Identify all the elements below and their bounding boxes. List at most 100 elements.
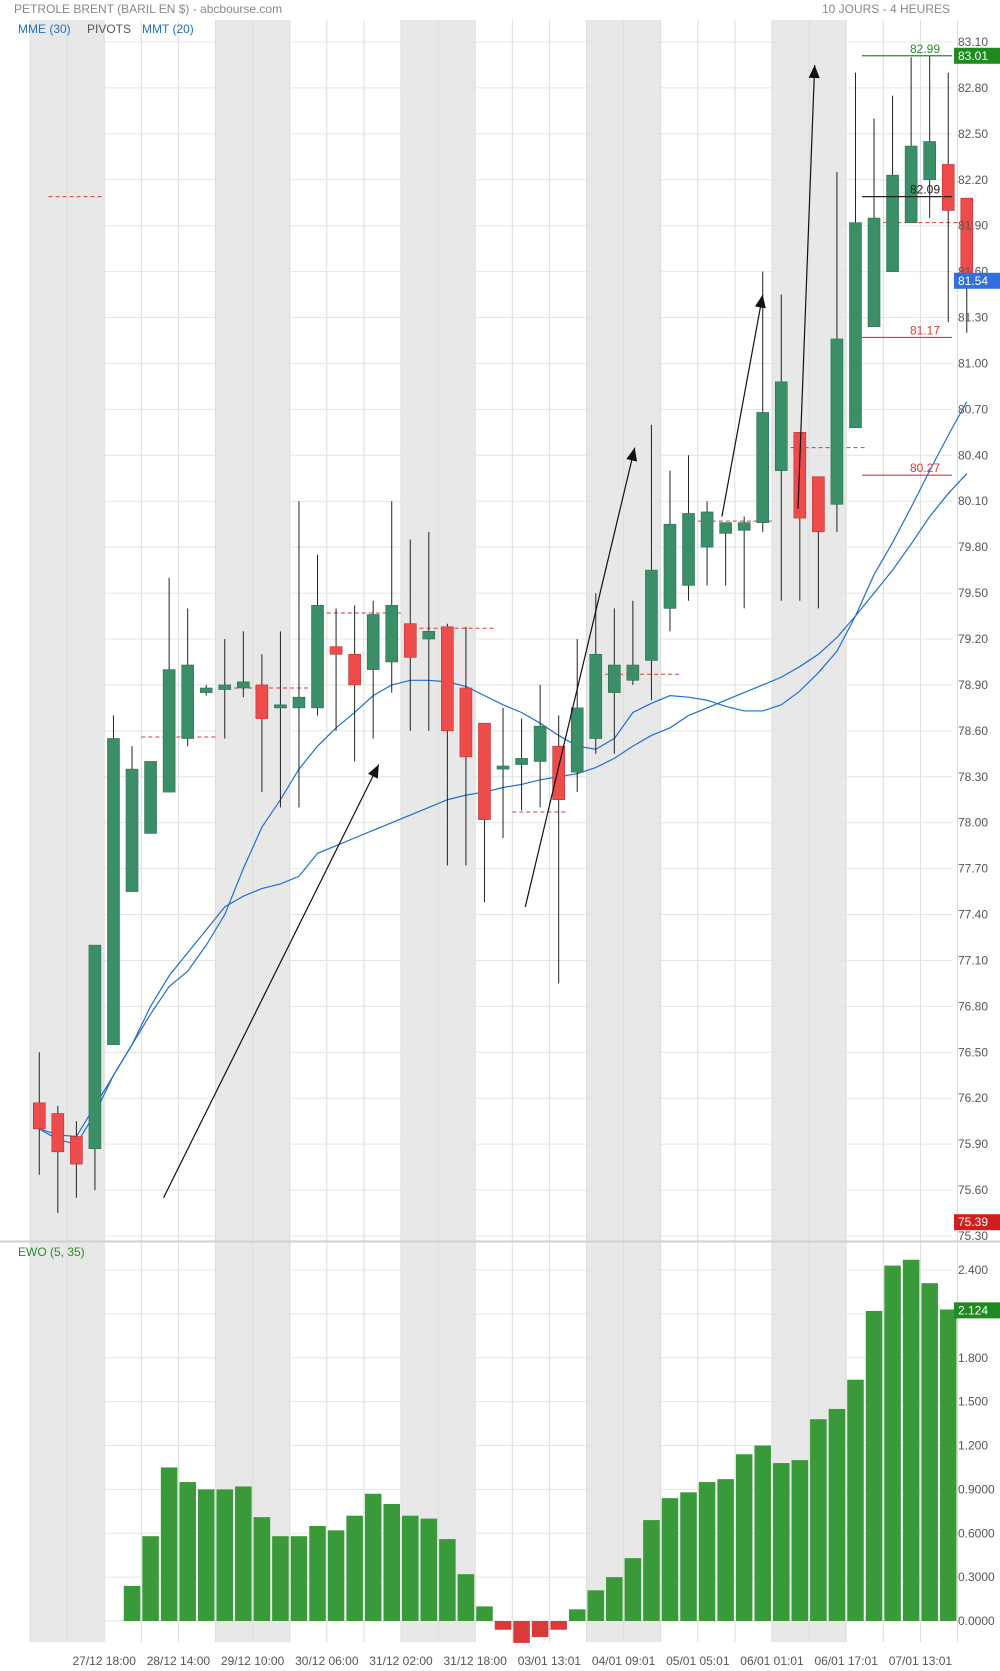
- legend-mme[interactable]: MME (30): [18, 22, 71, 36]
- candle-up: [292, 696, 306, 709]
- ewo-bar-positive: [791, 1460, 809, 1621]
- candle-down: [941, 164, 955, 211]
- candle-down: [348, 654, 361, 686]
- price-axis: 83.1082.8082.5082.2081.9081.6081.3081.00…: [954, 35, 1000, 1628]
- ewo-bar-positive: [698, 1482, 716, 1621]
- ewo-bar-positive: [568, 1609, 586, 1621]
- ewo-bar-positive: [902, 1259, 920, 1621]
- candle-down: [51, 1113, 65, 1153]
- candle-up: [737, 522, 751, 531]
- ewo-bar-positive: [364, 1493, 382, 1621]
- candle-up: [830, 338, 844, 505]
- ewo-bar-positive: [402, 1515, 419, 1621]
- ewo-bar-positive: [828, 1408, 846, 1621]
- price-tick-label: 81.00: [958, 356, 988, 370]
- time-tick-label: 07/01 13:01: [889, 1654, 953, 1668]
- legend-mmt[interactable]: MMT (20): [142, 22, 194, 36]
- price-tick-label: 75.90: [958, 1137, 988, 1151]
- ewo-tag-bg: [954, 1302, 1000, 1319]
- candle-up: [700, 511, 714, 548]
- trend-arrow-line: [797, 64, 816, 509]
- ewo-bar-positive: [773, 1463, 790, 1621]
- ewo-bar-positive: [216, 1489, 234, 1621]
- ewo-bar-positive: [865, 1310, 883, 1621]
- candle-up: [515, 758, 528, 765]
- ewo-bar-positive: [235, 1486, 252, 1621]
- trend-arrow-head: [626, 447, 638, 462]
- level-label: 81.17: [910, 323, 940, 337]
- candle-up: [626, 664, 640, 681]
- trend-arrow-line: [721, 294, 764, 517]
- candle-up: [125, 768, 139, 892]
- ewo-bar-positive: [606, 1577, 623, 1621]
- price-tag-bg: [954, 1214, 1000, 1231]
- price-tick-label: 80.40: [958, 448, 988, 462]
- candle-down: [32, 1102, 46, 1130]
- candle-up: [756, 412, 770, 523]
- candle-down: [459, 687, 473, 758]
- time-tick-label: 31/12 02:00: [369, 1654, 433, 1668]
- chart-title: PETROLE BRENT (BARIL EN $) - abcbourse.c…: [14, 2, 282, 16]
- price-tick-label: 81.30: [958, 311, 988, 325]
- level-label: 82.09: [910, 183, 940, 197]
- ewo-bar-positive: [309, 1525, 326, 1621]
- price-tick-label: 80.70: [958, 402, 988, 416]
- ewo-bar-negative: [531, 1621, 549, 1638]
- ewo-bar-positive: [142, 1536, 159, 1621]
- price-tick-label: 77.70: [958, 862, 988, 876]
- price-tick-label: 77.40: [958, 908, 988, 922]
- ewo-bar-positive: [439, 1539, 456, 1621]
- trend-arrows: [163, 64, 820, 1198]
- candle-up: [162, 669, 176, 793]
- ewo-bar-positive: [123, 1585, 141, 1621]
- ewo-bar-positive: [847, 1379, 864, 1621]
- time-tick-label: 04/01 09:01: [592, 1654, 656, 1668]
- candle-up: [904, 145, 918, 223]
- price-tag: 75.39: [958, 1215, 988, 1229]
- candle-down: [478, 722, 491, 820]
- price-tick-label: 78.60: [958, 724, 988, 738]
- time-tick-label: 29/12 10:00: [221, 1654, 285, 1668]
- ewo-tick-label: 0.9000: [958, 1482, 995, 1496]
- candle-up: [181, 664, 194, 739]
- time-tick-label: 28/12 14:00: [147, 1654, 211, 1668]
- trend-arrow-head: [808, 64, 820, 79]
- ewo-tag: 2.124: [958, 1303, 988, 1317]
- ewo-bar-positive: [197, 1489, 215, 1621]
- ewo-tick-label: 0.0000: [958, 1614, 995, 1628]
- trend-arrow-head: [754, 294, 766, 309]
- legend-ewo[interactable]: EWO (5, 35): [18, 1245, 85, 1259]
- candle-down: [812, 476, 825, 533]
- price-tick-label: 78.90: [958, 678, 988, 692]
- ewo-bar-positive: [754, 1445, 771, 1621]
- ewo-bar-positive: [717, 1479, 734, 1621]
- ewo-bar-negative: [494, 1621, 512, 1630]
- time-tick-label: 30/12 06:00: [295, 1654, 359, 1668]
- time-tick-label: 31/12 18:00: [443, 1654, 507, 1668]
- price-tag: 81.54: [958, 274, 988, 288]
- ewo-tick-label: 1.200: [958, 1439, 988, 1453]
- candle-up: [589, 654, 603, 739]
- time-axis: 27/12 18:00 28/12 14:00 29/12 10:00 30/12 0…: [72, 1654, 952, 1668]
- ewo-tick-label: 0.3000: [958, 1570, 995, 1584]
- ewo-bar-positive: [160, 1467, 178, 1621]
- price-tick-label: 83.10: [958, 35, 988, 49]
- ewo-bar-positive: [457, 1574, 475, 1621]
- trend-arrow-head: [368, 764, 379, 779]
- ewo-bar-positive: [680, 1492, 697, 1621]
- candle-up: [774, 381, 788, 471]
- candle-up: [923, 141, 936, 181]
- legend-pivots[interactable]: PIVOTS: [87, 22, 131, 36]
- time-tick-label: 05/01 05:01: [666, 1654, 730, 1668]
- ewo-bar-positive: [810, 1419, 827, 1621]
- candle-up: [422, 631, 436, 640]
- trend-arrow-line: [524, 447, 636, 908]
- ewo-bar-positive: [661, 1498, 679, 1621]
- price-tick-label: 76.50: [958, 1045, 988, 1059]
- price-tag-bg: [954, 272, 1000, 289]
- price-tick-label: 76.20: [958, 1091, 988, 1105]
- candle-up: [608, 664, 621, 693]
- price-tick-label: 77.10: [958, 953, 988, 967]
- ewo-tick-label: 0.6000: [958, 1526, 995, 1540]
- price-tag: 83.01: [958, 49, 988, 63]
